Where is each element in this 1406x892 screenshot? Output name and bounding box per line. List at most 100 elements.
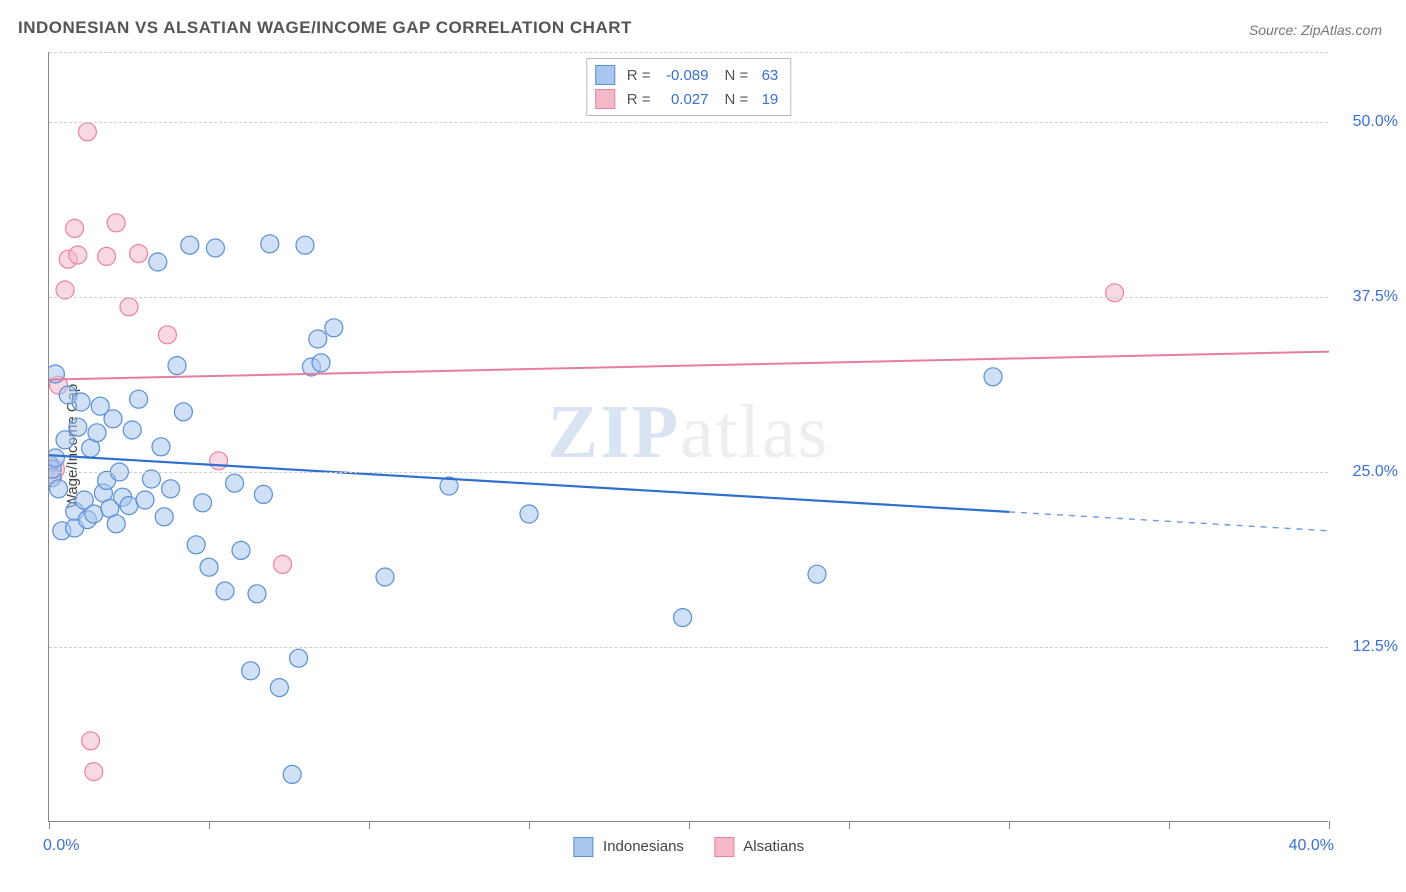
data-point bbox=[242, 662, 260, 680]
swatch-indonesians bbox=[595, 65, 615, 85]
data-point bbox=[162, 480, 180, 498]
data-point bbox=[520, 505, 538, 523]
data-point bbox=[120, 497, 138, 515]
data-point bbox=[85, 505, 103, 523]
n-label: N = bbox=[725, 67, 749, 84]
gridline bbox=[49, 122, 1328, 123]
stats-row-alsatians: R = 0.027 N = 19 bbox=[595, 87, 779, 111]
data-point bbox=[69, 246, 87, 264]
legend-label: Indonesians bbox=[603, 838, 684, 855]
source-label: Source: ZipAtlas.com bbox=[1249, 22, 1382, 38]
chart-container: INDONESIAN VS ALSATIAN WAGE/INCOME GAP C… bbox=[0, 0, 1406, 892]
data-point bbox=[78, 123, 96, 141]
swatch-alsatians bbox=[595, 89, 615, 109]
x-axis-max-label: 40.0% bbox=[1289, 837, 1334, 855]
trend-line-extrapolated bbox=[1009, 512, 1329, 531]
data-point bbox=[206, 239, 224, 257]
x-tick bbox=[1009, 821, 1010, 829]
x-tick bbox=[209, 821, 210, 829]
data-point bbox=[152, 438, 170, 456]
data-point bbox=[149, 253, 167, 271]
r-label: R = bbox=[627, 91, 651, 108]
stats-row-indonesians: R = -0.089 N = 63 bbox=[595, 63, 779, 87]
plot-area: ZIPatlas R = -0.089 N = 63 R = 0.027 N =… bbox=[48, 52, 1328, 822]
r-value-alsatians: 0.027 bbox=[657, 91, 709, 108]
gridline bbox=[49, 52, 1328, 53]
swatch-indonesians bbox=[573, 837, 593, 857]
x-tick bbox=[529, 821, 530, 829]
data-point bbox=[174, 403, 192, 421]
data-point bbox=[210, 452, 228, 470]
data-point bbox=[283, 765, 301, 783]
y-tick-label: 50.0% bbox=[1338, 113, 1398, 131]
data-point bbox=[104, 410, 122, 428]
trend-line bbox=[49, 352, 1329, 380]
data-point bbox=[312, 354, 330, 372]
data-point bbox=[274, 555, 292, 573]
data-point bbox=[49, 449, 64, 467]
data-point bbox=[200, 558, 218, 576]
data-point bbox=[194, 494, 212, 512]
gridline bbox=[49, 297, 1328, 298]
data-point bbox=[88, 424, 106, 442]
data-point bbox=[296, 236, 314, 254]
data-point bbox=[261, 235, 279, 253]
x-tick bbox=[1329, 821, 1330, 829]
data-point bbox=[216, 582, 234, 600]
data-point bbox=[376, 568, 394, 586]
data-point bbox=[72, 393, 90, 411]
data-point bbox=[808, 565, 826, 583]
y-tick-label: 12.5% bbox=[1338, 638, 1398, 656]
data-point bbox=[50, 480, 68, 498]
data-point bbox=[130, 390, 148, 408]
n-label: N = bbox=[725, 91, 749, 108]
data-point bbox=[98, 247, 116, 265]
data-point bbox=[290, 649, 308, 667]
r-value-indonesians: -0.089 bbox=[657, 67, 709, 84]
data-point bbox=[130, 245, 148, 263]
x-axis-min-label: 0.0% bbox=[43, 837, 79, 855]
x-tick bbox=[1169, 821, 1170, 829]
y-tick-label: 37.5% bbox=[1338, 288, 1398, 306]
x-tick bbox=[369, 821, 370, 829]
x-tick bbox=[689, 821, 690, 829]
data-point bbox=[984, 368, 1002, 386]
data-point bbox=[69, 418, 87, 436]
chart-title: INDONESIAN VS ALSATIAN WAGE/INCOME GAP C… bbox=[18, 18, 632, 38]
data-point bbox=[254, 485, 272, 503]
data-point bbox=[168, 357, 186, 375]
data-point bbox=[1106, 284, 1124, 302]
scatter-svg bbox=[49, 52, 1329, 822]
data-point bbox=[248, 585, 266, 603]
r-label: R = bbox=[627, 67, 651, 84]
data-point bbox=[82, 732, 100, 750]
series-legend: Indonesians Alsatians bbox=[573, 837, 804, 857]
y-tick-label: 25.0% bbox=[1338, 463, 1398, 481]
data-point bbox=[158, 326, 176, 344]
data-point bbox=[187, 536, 205, 554]
x-tick bbox=[49, 821, 50, 829]
data-point bbox=[123, 421, 141, 439]
data-point bbox=[181, 236, 199, 254]
gridline bbox=[49, 472, 1328, 473]
n-value-indonesians: 63 bbox=[754, 67, 778, 84]
stats-legend: R = -0.089 N = 63 R = 0.027 N = 19 bbox=[586, 58, 792, 116]
legend-item-alsatians: Alsatians bbox=[714, 837, 804, 857]
data-point bbox=[85, 763, 103, 781]
data-point bbox=[155, 508, 173, 526]
x-tick bbox=[849, 821, 850, 829]
data-point bbox=[136, 491, 154, 509]
data-point bbox=[270, 679, 288, 697]
data-point bbox=[226, 474, 244, 492]
legend-label: Alsatians bbox=[743, 838, 804, 855]
gridline bbox=[49, 647, 1328, 648]
data-point bbox=[66, 219, 84, 237]
data-point bbox=[309, 330, 327, 348]
data-point bbox=[120, 298, 138, 316]
data-point bbox=[325, 319, 343, 337]
legend-item-indonesians: Indonesians bbox=[573, 837, 684, 857]
data-point bbox=[232, 541, 250, 559]
data-point bbox=[107, 214, 125, 232]
data-point bbox=[674, 609, 692, 627]
swatch-alsatians bbox=[714, 837, 734, 857]
